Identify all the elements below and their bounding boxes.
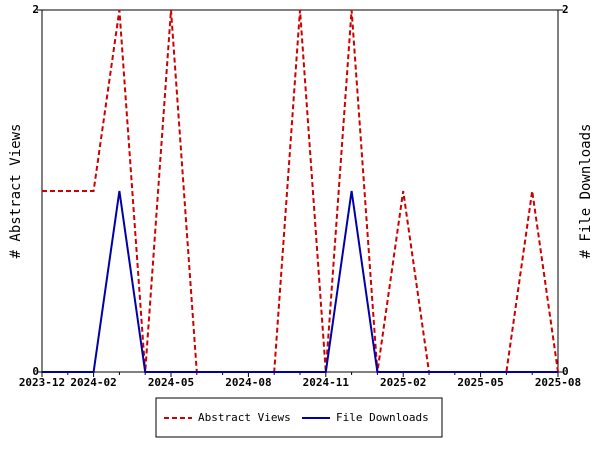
x-tick-label: 2024-08 xyxy=(225,376,271,389)
x-tick-label: 2024-11 xyxy=(303,376,350,389)
y2-tick-label: 0 xyxy=(562,365,569,378)
series-line xyxy=(42,190,558,373)
legend-box xyxy=(155,397,443,438)
y2-tick-label: 2 xyxy=(562,3,569,16)
x-tick-label: 2025-02 xyxy=(380,376,426,389)
x-tick-label: 2025-05 xyxy=(457,376,503,389)
y2-axis-label: # File Downloads xyxy=(578,124,594,259)
y-axis-label: # Abstract Views xyxy=(8,124,24,259)
x-tick-label: 2025-08 xyxy=(535,376,581,389)
y-tick-label: 2 xyxy=(32,3,39,16)
y-tick-label: 0 xyxy=(32,365,39,378)
x-tick-label: 2024-02 xyxy=(70,376,116,389)
legend-label: File Downloads xyxy=(336,411,429,424)
x-tick-label: 2023-12 xyxy=(19,376,65,389)
legend-label: Abstract Views xyxy=(198,411,291,424)
x-tick-label: 2024-05 xyxy=(148,376,194,389)
